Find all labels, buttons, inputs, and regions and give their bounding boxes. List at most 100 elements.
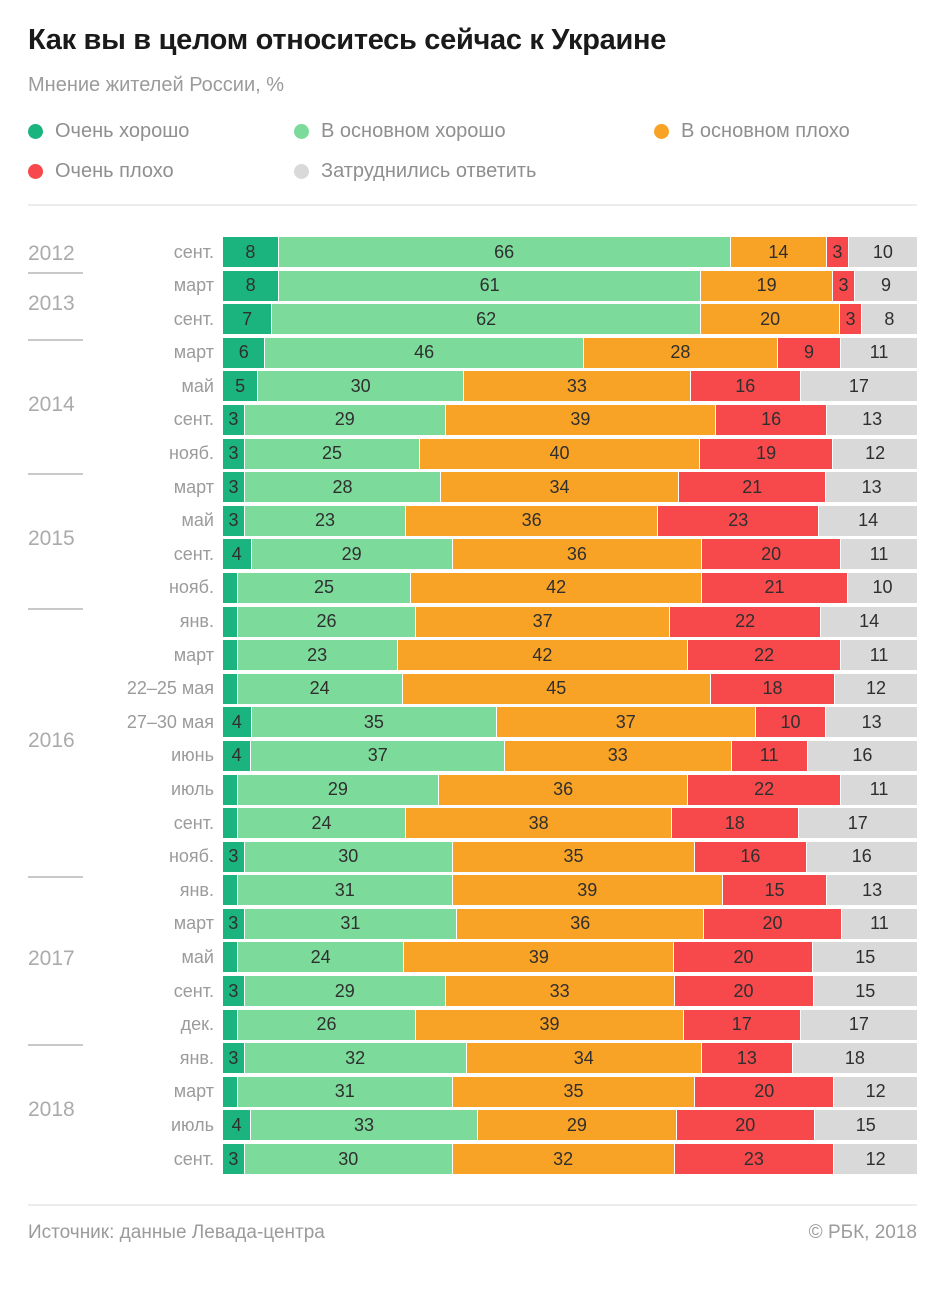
segment-very-bad: 10 [754,707,826,738]
segment-mostly-bad: 33 [463,371,690,402]
segment-very-good: 3 [223,841,244,872]
chart-row: 22–25 мая 24 45 18 12 [110,673,917,704]
month-label: сент. [173,543,214,564]
year-label: 2016 [28,728,75,752]
year-group-2014: 2014 март 6 46 28 9 11 май 5 30 33 16 17 сент. 3 29 39 16… [28,337,918,476]
segment-mostly-good: 31 [236,875,452,906]
legend: Очень хорошо В основном хорошо В основно… [28,120,917,183]
segment-mostly-bad: 36 [405,505,658,536]
segment-very-bad: 13 [701,1043,792,1074]
segment-no-answer: 17 [799,1009,917,1040]
segment-very-bad: 16 [714,404,827,435]
segment-very-bad: 23 [673,1144,834,1175]
stacked-bar: 24 45 18 12 [223,673,917,704]
legend-label: В основном плохо [681,120,850,142]
footer: Источник: данные Левада-центра © РБК, 20… [28,1222,917,1244]
segment-very-good: 3 [223,1043,244,1074]
chart-row: 27–30 мая 4 35 37 10 13 [110,707,917,738]
legend-swatch-very-bad [28,164,43,179]
stacked-bar: 25 42 21 10 [223,572,917,603]
year-group-2012: 2012 сент. 8 66 14 3 10 [28,237,917,274]
month-label: июль [170,779,214,799]
chart-subtitle: Мнение жителей России, % [28,74,285,96]
segment-no-answer: 14 [820,606,917,637]
segment-very-bad: 18 [710,673,834,704]
chart-row: янв. 31 39 15 13 [110,875,917,906]
legend-label: Очень хорошо [55,120,190,142]
year-label: 2012 [28,241,75,265]
stacked-bar: 4 33 29 20 15 [223,1110,918,1141]
segment-very-good: 4 [223,740,251,771]
year-label: 2014 [28,392,75,416]
chart-row: сент. 7 62 20 3 8 [110,304,917,335]
segment-very-good [223,774,237,805]
month-label: янв. [179,879,214,900]
segment-very-bad: 11 [730,740,807,771]
stacked-bar: 26 39 17 17 [223,1009,917,1040]
segment-mostly-good: 61 [278,270,701,301]
segment-mostly-bad: 32 [451,1144,674,1175]
chart: 2012 сент. 8 66 14 3 10 2013 март 8 61 19 3 9 сент. 7 62… [28,237,918,1178]
month-label: март [173,1081,214,1102]
chart-row: март 3 28 34 21 13 [110,472,917,503]
segment-mostly-good: 29 [243,404,445,435]
year-column: 2017 [28,875,110,1043]
segment-very-good: 5 [223,371,258,402]
segment-no-answer: 12 [832,438,917,469]
stacked-bar: 3 25 40 19 12 [223,438,917,469]
segment-mostly-good: 23 [236,640,397,671]
stacked-bar: 3 29 33 20 15 [223,976,917,1007]
month-label: сент. [173,980,214,1001]
month-label: янв. [179,1047,214,1068]
legend-label: Затруднились ответить [321,160,537,182]
chart-row: сент. 4 29 36 20 11 [110,539,917,570]
chart-row: сент. 8 66 14 3 10 [110,237,917,267]
segment-very-good [223,1009,237,1040]
segment-very-good: 8 [223,237,278,267]
segment-mostly-good: 24 [236,808,406,839]
segment-very-good: 4 [223,539,251,570]
stacked-bar: 3 28 34 21 13 [223,472,917,503]
segment-no-answer: 11 [840,539,917,570]
year-column: 2013 [28,271,110,338]
legend-swatch-very-good [28,124,43,139]
segment-no-answer: 13 [826,875,917,906]
segment-no-answer: 11 [840,337,918,368]
segment-mostly-bad: 37 [415,606,670,637]
top-divider [28,204,917,206]
legend-item-very-good: Очень хорошо [28,120,294,143]
segment-no-answer: 12 [833,1076,917,1107]
segment-mostly-good: 33 [250,1110,477,1141]
month-label: сент. [173,812,214,833]
segment-mostly-good: 31 [243,908,457,939]
segment-no-answer: 8 [860,304,917,335]
year-column: 2014 [28,338,110,472]
segment-very-good: 3 [223,505,244,536]
chart-row: сент. 3 29 33 20 15 [110,976,917,1007]
month-label: июнь [171,745,214,766]
chart-row: март 6 46 28 9 11 [110,337,918,368]
rows-column: янв. 31 39 15 13 март 3 31 36 20 11 май 24 39 20 15 сент… [110,875,918,1043]
year-group-2017: 2017 янв. 31 39 15 13 март 3 31 36 20 11 май 24 39 20 15… [28,875,918,1047]
stacked-bar: 3 32 34 13 18 [223,1043,917,1074]
stacked-bar: 7 62 20 3 8 [223,304,917,335]
segment-no-answer: 12 [834,673,917,704]
segment-very-bad: 20 [673,942,813,973]
stacked-bar: 8 66 14 3 10 [223,237,917,267]
segment-mostly-good: 30 [243,841,452,872]
year-label: 2013 [28,292,75,316]
stacked-bar: 31 39 15 13 [223,875,917,906]
segment-mostly-good: 30 [257,371,464,402]
segment-very-good [223,606,237,637]
segment-very-bad: 22 [687,774,841,805]
stacked-bar: 24 39 20 15 [223,942,917,973]
segment-very-bad: 23 [657,505,819,536]
month-label: июль [170,1114,214,1135]
segment-no-answer: 16 [805,841,918,872]
stacked-bar: 24 38 18 17 [223,808,917,839]
chart-row: март 23 42 22 11 [110,640,917,671]
chart-row: сент. 24 38 18 17 [110,808,917,839]
month-label: 27–30 мая [126,711,214,732]
rows-column: янв. 3 32 34 13 18 март 31 35 20 12 июль 4 33 29 20 15 се… [110,1043,918,1177]
chart-row: июль 4 33 29 20 15 [110,1110,918,1141]
